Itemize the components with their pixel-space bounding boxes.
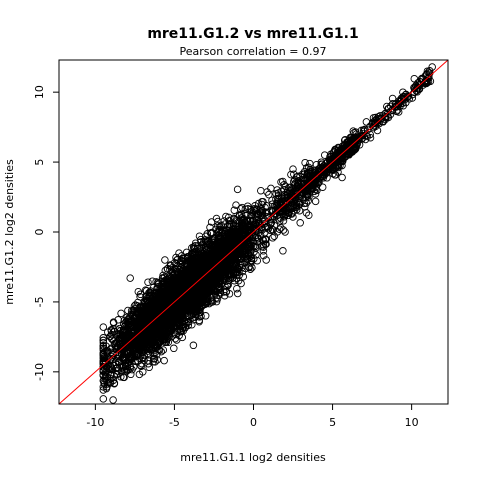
data-point: [161, 266, 170, 275]
data-point: [212, 214, 221, 223]
data-point: [184, 317, 193, 326]
data-point: [233, 284, 241, 293]
data-point: [279, 217, 288, 225]
data-point: [252, 251, 260, 259]
data-point: [402, 98, 410, 107]
data-point: [207, 218, 216, 226]
data-point: [114, 316, 122, 324]
data-point: [421, 71, 430, 80]
data-point: [305, 193, 313, 201]
data-point: [99, 323, 108, 331]
data-point: [109, 396, 117, 404]
data-point: [233, 185, 242, 194]
data-point: [106, 345, 115, 354]
data-point: [232, 201, 240, 209]
data-point: [212, 225, 220, 234]
data-point: [263, 188, 271, 196]
data-point: [232, 274, 241, 282]
data-point: [422, 71, 431, 79]
data-point: [159, 346, 168, 354]
data-point: [105, 379, 114, 387]
data-point: [338, 161, 346, 170]
data-point: [312, 160, 321, 169]
data-point: [177, 256, 185, 264]
data-point: [301, 193, 310, 202]
data-point: [201, 312, 210, 320]
data-point: [99, 344, 108, 352]
data-point: [259, 247, 268, 255]
data-point: [145, 363, 153, 372]
data-point: [149, 357, 157, 366]
data-point: [410, 74, 419, 83]
data-point: [99, 353, 108, 361]
data-point: [134, 287, 143, 296]
data-point: [117, 309, 125, 318]
data-point: [124, 306, 132, 315]
data-point: [388, 94, 397, 103]
data-point: [239, 272, 248, 281]
data-point: [216, 233, 225, 242]
data-point: [262, 235, 270, 243]
chart-title: mre11.G1.2 vs mre11.G1.1: [147, 26, 358, 42]
data-point: [197, 235, 205, 244]
data-point: [231, 268, 240, 277]
data-point: [234, 276, 243, 285]
data-point: [144, 278, 152, 286]
data-point: [261, 224, 270, 232]
data-point: [279, 247, 287, 255]
data-point: [168, 264, 176, 272]
data-point: [99, 336, 108, 345]
data-point: [253, 237, 262, 246]
data-point: [247, 213, 256, 221]
data-point: [296, 219, 304, 227]
data-point: [191, 239, 200, 247]
data-point: [311, 197, 320, 206]
chart-subtitle: Pearson correlation = 0.97: [180, 45, 327, 58]
data-point: [408, 94, 417, 102]
data-point: [179, 254, 188, 263]
data-point: [366, 133, 375, 142]
data-point: [160, 356, 168, 365]
data-point: [170, 344, 178, 353]
points-layer: [99, 63, 436, 404]
